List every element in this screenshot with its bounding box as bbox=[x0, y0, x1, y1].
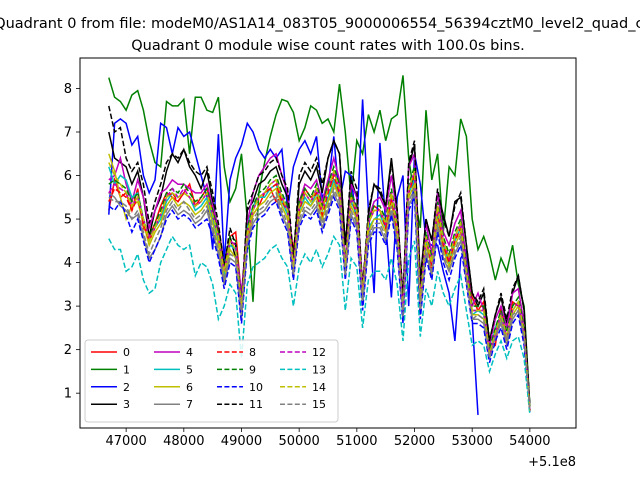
y-tick-label: 6 bbox=[64, 169, 72, 184]
chart-title: Quadrant 0 module wise count rates with … bbox=[131, 38, 525, 54]
x-tick-label: 50000 bbox=[278, 434, 319, 449]
series-line-15 bbox=[108, 186, 531, 411]
y-tick-label: 7 bbox=[64, 126, 72, 141]
figure-suptitle: Plot for Quadrant 0 from file: modeM0/AS… bbox=[0, 16, 640, 32]
x-tick-label: 53000 bbox=[452, 434, 493, 449]
x-tick-label: 52000 bbox=[394, 434, 435, 449]
y-tick-label: 5 bbox=[64, 213, 72, 228]
legend-label-5: 5 bbox=[186, 363, 193, 376]
series-line-6 bbox=[108, 153, 531, 411]
series-line-3 bbox=[108, 131, 531, 411]
series-line-11 bbox=[108, 105, 531, 407]
y-tick-label: 3 bbox=[64, 300, 72, 315]
y-tick-label: 4 bbox=[64, 256, 72, 271]
series-line-4 bbox=[108, 152, 531, 411]
legend-label-6: 6 bbox=[186, 381, 193, 394]
legend-label-4: 4 bbox=[186, 346, 193, 359]
legend-label-12: 12 bbox=[312, 346, 326, 359]
legend-frame bbox=[84, 339, 339, 423]
series-line-10 bbox=[108, 195, 531, 413]
series-lines bbox=[108, 75, 531, 415]
legend-label-8: 8 bbox=[249, 346, 256, 359]
legend-label-13: 13 bbox=[312, 363, 326, 376]
x-axis: 47000 48000 49000 50000 51000 52000 53000 54000 bbox=[105, 428, 551, 449]
x-tick-label: 51000 bbox=[336, 434, 377, 449]
x-tick-label: 49000 bbox=[221, 434, 262, 449]
series-line-9 bbox=[108, 164, 531, 411]
y-axis: 1 2 3 4 5 6 7 8 bbox=[64, 82, 80, 402]
x-axis-offset-label: +5.1e8 bbox=[528, 455, 576, 470]
y-tick-label: 2 bbox=[64, 343, 72, 358]
legend-label-14: 14 bbox=[312, 381, 326, 394]
x-tick-label: 48000 bbox=[163, 434, 204, 449]
legend-label-1: 1 bbox=[123, 363, 130, 376]
axes-frame bbox=[79, 57, 577, 429]
y-tick-label: 8 bbox=[64, 82, 72, 97]
legend-label-3: 3 bbox=[123, 398, 130, 411]
series-line-2 bbox=[108, 99, 479, 415]
series-line-7 bbox=[108, 190, 531, 411]
legend-label-0: 0 bbox=[123, 346, 130, 359]
legend-label-15: 15 bbox=[312, 398, 326, 411]
series-line-1 bbox=[108, 75, 531, 407]
x-tick-label: 47000 bbox=[105, 434, 146, 449]
series-line-8 bbox=[108, 173, 531, 411]
y-tick-label: 1 bbox=[64, 387, 72, 402]
legend-label-10: 10 bbox=[249, 381, 263, 394]
legend-label-7: 7 bbox=[186, 398, 193, 411]
series-line-14 bbox=[108, 162, 531, 411]
legend-label-2: 2 bbox=[123, 381, 130, 394]
x-tick-label: 54000 bbox=[509, 434, 550, 449]
legend-label-11: 11 bbox=[249, 398, 263, 411]
series-line-13 bbox=[108, 234, 531, 415]
legend-label-9: 9 bbox=[249, 363, 256, 376]
